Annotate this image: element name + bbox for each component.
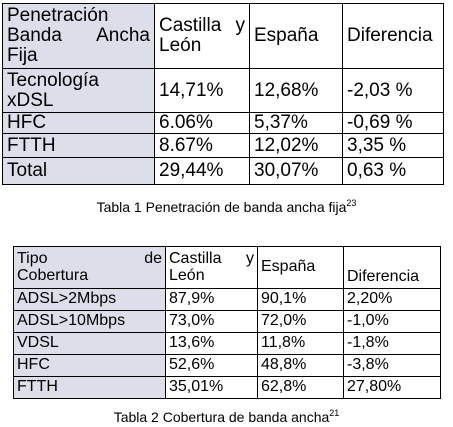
table-header-row: Penetración Banda Ancha Fija Castilla y … — [2, 3, 444, 69]
cell-diferencia: -1,0% — [343, 310, 441, 333]
row-label: Total — [2, 157, 155, 185]
cell-espana: 72,0% — [257, 310, 344, 333]
row-label-line: xDSL — [7, 89, 54, 111]
table-row: FTTH 35,01% 62,8% 27,80% — [13, 376, 441, 399]
cell-diferencia: 3,35 % — [342, 133, 444, 158]
header-diferencia: Diferencia — [343, 246, 441, 289]
footnote-ref: 21 — [329, 408, 340, 418]
cell-diferencia: -0,69 % — [342, 112, 444, 134]
row-label: FTTH — [2, 133, 155, 158]
cell-castilla: 14,71% — [154, 68, 250, 113]
row-label: ADSL>10Mbps — [13, 310, 166, 333]
table-row: FTTH 8.67% 12,02% 3,35 % — [2, 133, 444, 158]
table-row: Tecnología xDSL 14,71% 12,68% -2,03 % — [2, 68, 444, 113]
row-label: HFC — [2, 112, 155, 134]
header-line: Penetración — [7, 5, 109, 27]
header-penetracion: Penetración Banda Ancha Fija — [2, 3, 155, 69]
table-row: Total 29,44% 30,07% 0,63 % — [2, 157, 444, 185]
cell-castilla: 13,6% — [165, 332, 258, 355]
cell-espana: 48,8% — [257, 354, 344, 377]
header-line: Cobertura — [17, 266, 89, 284]
header-line: Fija — [7, 44, 38, 66]
cell-diferencia: 0,63 % — [342, 157, 444, 185]
cell-espana: 30,07% — [249, 157, 343, 185]
row-label: HFC — [13, 354, 166, 377]
row-label: Tecnología xDSL — [2, 68, 155, 113]
header-line: Castilla y — [159, 15, 245, 37]
broadband-penetration-table: Penetración Banda Ancha Fija Castilla y … — [2, 3, 444, 185]
cell-diferencia: 27,80% — [343, 376, 441, 399]
cell-espana: 11,8% — [257, 332, 344, 355]
header-line: Banda Ancha — [7, 25, 150, 47]
cell-castilla: 6.06% — [154, 112, 250, 134]
row-label: FTTH — [13, 376, 166, 399]
broadband-coverage-table: Tipo de Cobertura Castilla y León España… — [13, 246, 441, 399]
caption-text: Tabla 1 Penetración de banda ancha fija — [96, 199, 347, 215]
cell-diferencia: 2,20% — [343, 288, 441, 311]
header-diferencia: Diferencia — [342, 3, 444, 69]
header-tipo-cobertura: Tipo de Cobertura — [13, 246, 166, 289]
caption-text: Tabla 2 Cobertura de banda ancha — [113, 409, 330, 425]
table-row: HFC 52,6% 48,8% -3,8% — [13, 354, 441, 377]
header-espana: España — [257, 246, 344, 289]
cell-espana: 12,68% — [249, 68, 343, 113]
table-row: ADSL>2Mbps 87,9% 90,1% 2,20% — [13, 288, 441, 311]
cell-castilla: 73,0% — [165, 310, 258, 333]
table-header-row: Tipo de Cobertura Castilla y León España… — [13, 246, 441, 289]
cell-castilla: 52,6% — [165, 354, 258, 377]
header-espana: España — [249, 3, 343, 69]
cell-espana: 12,02% — [249, 133, 343, 158]
cell-espana: 90,1% — [257, 288, 344, 311]
header-line: Castilla y — [169, 249, 254, 267]
cell-castilla: 35,01% — [165, 376, 258, 399]
header-line: Tipo de — [17, 249, 162, 267]
row-label: VDSL — [13, 332, 166, 355]
header-castilla-leon: Castilla y León — [154, 3, 250, 69]
table-row: VDSL 13,6% 11,8% -1,8% — [13, 332, 441, 355]
cell-espana: 62,8% — [257, 376, 344, 399]
footnote-ref: 23 — [346, 198, 357, 208]
row-label-line: Tecnología — [7, 69, 99, 91]
header-castilla-leon: Castilla y León — [165, 246, 258, 289]
header-line: León — [169, 266, 205, 284]
header-line: León — [159, 35, 202, 56]
cell-castilla: 8.67% — [154, 133, 250, 158]
cell-diferencia: -2,03 % — [342, 68, 444, 113]
cell-diferencia: -1,8% — [343, 332, 441, 355]
table-row: HFC 6.06% 5,37% -0,69 % — [2, 112, 444, 134]
cell-diferencia: -3,8% — [343, 354, 441, 377]
cell-castilla: 87,9% — [165, 288, 258, 311]
table-caption: Tabla 2 Cobertura de banda ancha21 — [0, 408, 453, 426]
row-label: ADSL>2Mbps — [13, 288, 166, 311]
cell-espana: 5,37% — [249, 112, 343, 134]
table-row: ADSL>10Mbps 73,0% 72,0% -1,0% — [13, 310, 441, 333]
table-caption: Tabla 1 Penetración de banda ancha fija2… — [0, 198, 453, 216]
cell-castilla: 29,44% — [154, 157, 250, 185]
